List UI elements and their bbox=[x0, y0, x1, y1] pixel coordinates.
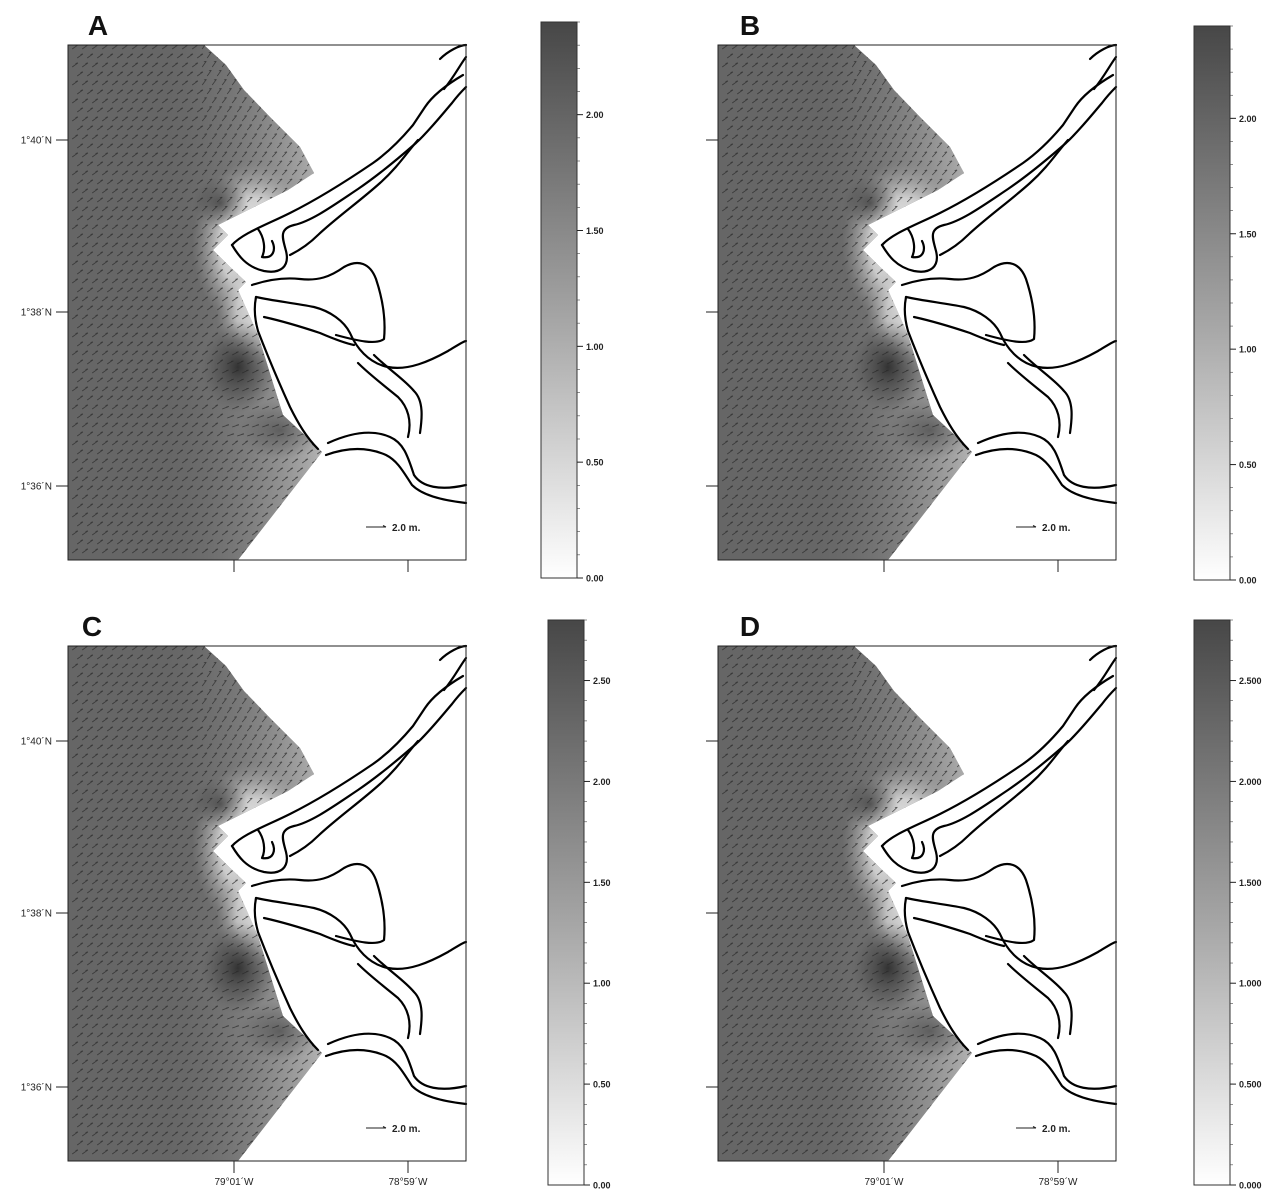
colorbar-tick-label: 1.000 bbox=[1239, 979, 1262, 989]
colorbar-tick-label: 1.00 bbox=[586, 342, 604, 352]
map-frame bbox=[67, 44, 467, 561]
lat-tick-label: 1°38´N bbox=[21, 908, 52, 920]
colorbar: 2.00 1.50 1.00 0.50 0.00 bbox=[1193, 25, 1257, 586]
lon-tick-label: 78°59´W bbox=[1038, 1176, 1078, 1188]
panel-letter: D bbox=[740, 611, 760, 642]
scale-arrow: 2.0 m. bbox=[1016, 523, 1071, 534]
lon-tick-label: 79°01´W bbox=[864, 1176, 904, 1188]
lat-tick-label: 1°38´N bbox=[21, 307, 52, 319]
colorbar-ramp bbox=[1193, 619, 1231, 1186]
scale-arrow: 2.0 m. bbox=[366, 1124, 421, 1135]
wave-direction-arrows bbox=[71, 646, 322, 1155]
colorbar-tick-label: 2.000 bbox=[1239, 777, 1262, 787]
scale-label: 2.0 m. bbox=[1042, 1124, 1071, 1135]
colorbar-tick-label: 0.50 bbox=[593, 1080, 611, 1090]
lat-tick-label: 1°36´N bbox=[21, 481, 52, 493]
sea-height-field bbox=[718, 45, 972, 560]
lon-tick-label: 79°01´W bbox=[214, 1176, 254, 1188]
colorbar-tick-label: 0.50 bbox=[586, 458, 604, 468]
lat-tick-label: 1°40´N bbox=[21, 135, 52, 147]
colorbar-tick-label: 0.50 bbox=[1239, 460, 1257, 470]
colorbar-ramp bbox=[1193, 25, 1231, 581]
scale-arrow: 2.0 m. bbox=[1016, 1124, 1071, 1135]
coastline bbox=[230, 43, 468, 505]
lat-tick-label: 1°40´N bbox=[21, 736, 52, 748]
coastline bbox=[230, 644, 468, 1106]
sea-height-field bbox=[68, 646, 322, 1161]
lat-tick-label: 1°36´N bbox=[21, 1082, 52, 1094]
sea-height-field bbox=[68, 45, 322, 560]
panel-letter: C bbox=[82, 611, 102, 642]
colorbar: 2.500 2.000 1.500 1.000 0.500 0.000 bbox=[1193, 619, 1262, 1191]
panel-letter: B bbox=[740, 10, 760, 41]
scale-label: 2.0 m. bbox=[1042, 523, 1071, 534]
lon-tick-label: 78°59´W bbox=[388, 1176, 428, 1188]
colorbar-tick-label: 1.50 bbox=[586, 226, 604, 236]
colorbar: 2.00 1.50 1.00 0.50 0.00 bbox=[540, 21, 604, 584]
panel-letter: A bbox=[88, 10, 108, 41]
colorbar-tick-label: 0.500 bbox=[1239, 1080, 1262, 1090]
colorbar-tick-label: 1.500 bbox=[1239, 878, 1262, 888]
colorbar-tick-label: 1.50 bbox=[1239, 229, 1257, 239]
coastline bbox=[880, 644, 1118, 1106]
colorbar-tick-label: 1.00 bbox=[1239, 345, 1257, 355]
scale-label: 2.0 m. bbox=[392, 1124, 421, 1135]
colorbar-tick-label: 0.00 bbox=[1239, 576, 1257, 586]
coastline bbox=[880, 43, 1118, 505]
scale-label: 2.0 m. bbox=[392, 523, 421, 534]
colorbar-tick-label: 2.00 bbox=[593, 777, 611, 787]
colorbar-tick-label: 1.50 bbox=[593, 878, 611, 888]
scale-arrow: 2.0 m. bbox=[366, 523, 421, 534]
colorbar-tick-label: 2.50 bbox=[593, 676, 611, 686]
colorbar-ramp bbox=[547, 619, 585, 1186]
panel-b: 2.0 m. B bbox=[706, 10, 1118, 572]
map-frame bbox=[717, 645, 1117, 1162]
panel-d: 79°01´W 78°59´W 2.0 m. D bbox=[706, 611, 1118, 1188]
panel-c: 1°40´N 1°38´N 1°36´N 79°01´W 78°59´W 2.0 m. C bbox=[21, 611, 468, 1188]
colorbar-tick-label: 0.000 bbox=[1239, 1181, 1262, 1191]
map-frame bbox=[717, 44, 1117, 561]
colorbar-ramp bbox=[540, 21, 578, 579]
colorbar-tick-label: 0.00 bbox=[593, 1181, 611, 1191]
colorbar-tick-label: 0.00 bbox=[586, 574, 604, 584]
map-frame bbox=[67, 645, 467, 1162]
colorbar-tick-label: 2.00 bbox=[586, 110, 604, 120]
sea-height-field bbox=[718, 646, 972, 1161]
colorbar-tick-label: 2.00 bbox=[1239, 114, 1257, 124]
colorbar: 2.50 2.00 1.50 1.00 0.50 0.00 bbox=[547, 619, 611, 1191]
colorbar-tick-label: 2.500 bbox=[1239, 676, 1262, 686]
panel-a: 1°40´N 1°38´N 1°36´N 2.0 m. A bbox=[21, 10, 468, 572]
colorbar-tick-label: 1.00 bbox=[593, 979, 611, 989]
